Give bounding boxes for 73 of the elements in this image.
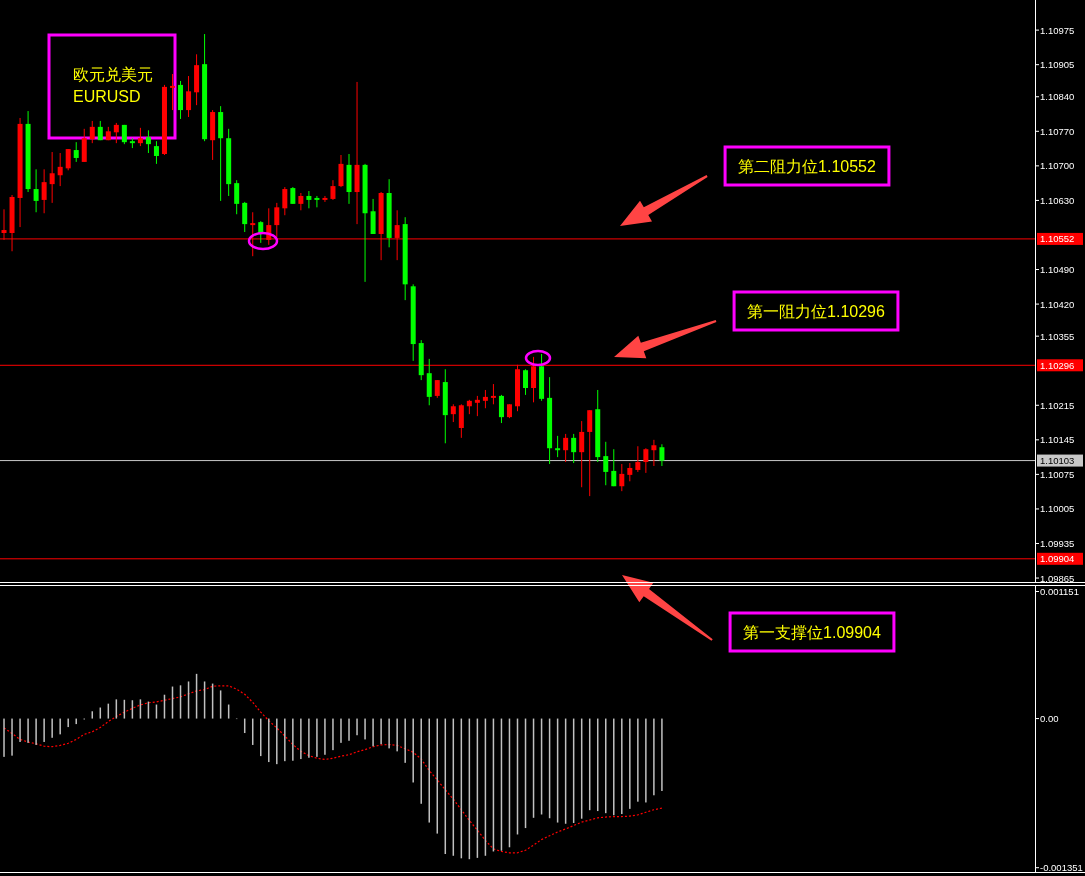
y-tick-label: 1.10700 xyxy=(1040,160,1075,172)
y-tick-label: 1.10005 xyxy=(1040,503,1075,515)
candlestick xyxy=(306,190,312,209)
y-tick-label: 1.10905 xyxy=(1040,59,1075,71)
y-tick-label: 0.00 xyxy=(1040,713,1059,725)
candlestick xyxy=(234,179,240,215)
y-tick-label: 1.10490 xyxy=(1040,264,1075,276)
y-tick-label: 1.10840 xyxy=(1040,91,1075,103)
candlestick xyxy=(322,195,328,203)
y-tick-label: 1.10355 xyxy=(1040,330,1075,342)
candlestick xyxy=(603,441,609,486)
y-tick-label: 1.10145 xyxy=(1040,434,1075,446)
ref-line-label: 1.10552 xyxy=(1040,233,1075,245)
candlestick xyxy=(643,447,649,474)
text: 欧元兑美元 xyxy=(73,66,153,83)
candlestick xyxy=(33,168,39,213)
candlestick xyxy=(611,448,617,487)
ref-line-label: 1.10103 xyxy=(1040,455,1075,467)
candlestick xyxy=(41,168,47,214)
candlestick xyxy=(579,420,585,488)
candlestick xyxy=(113,122,119,144)
candlestick xyxy=(330,179,336,201)
candlestick xyxy=(242,201,248,233)
candlestick xyxy=(482,389,488,409)
candlestick xyxy=(619,463,625,492)
candlestick xyxy=(81,128,87,163)
candlestick xyxy=(65,148,71,171)
candlestick xyxy=(635,445,641,473)
candlestick xyxy=(659,443,665,467)
annotation: 第二阻力位1.10552 xyxy=(738,158,877,175)
candlestick xyxy=(498,394,504,424)
candlestick xyxy=(89,120,95,144)
candlestick xyxy=(298,192,304,211)
text: EURUSD xyxy=(73,88,141,105)
ref-line-label: 1.10296 xyxy=(1040,359,1075,371)
y-tick-label: 1.10770 xyxy=(1040,125,1075,137)
candlestick xyxy=(57,152,63,187)
candlestick xyxy=(73,141,79,163)
candlestick xyxy=(170,73,175,111)
y-tick-label: 1.10075 xyxy=(1040,468,1075,480)
y-tick-label: 1.09865 xyxy=(1040,572,1075,584)
y-tick-label: -0.001351 xyxy=(1040,862,1083,874)
candlestick xyxy=(523,368,529,396)
candlestick xyxy=(137,127,143,147)
y-tick-label: 1.10420 xyxy=(1040,298,1075,310)
annotation: 第一阻力位1.10296 xyxy=(747,303,886,320)
y-tick-label: 1.10215 xyxy=(1040,399,1075,411)
candlestick xyxy=(274,202,280,238)
candlestick xyxy=(338,154,344,188)
y-tick-label: 1.10975 xyxy=(1040,24,1075,36)
candlestick xyxy=(458,403,464,439)
ref-line-label: 1.09904 xyxy=(1040,553,1075,565)
candlestick xyxy=(651,439,657,467)
candlestick xyxy=(555,435,561,458)
candlestick xyxy=(49,151,55,204)
candlestick xyxy=(186,75,192,118)
y-tick-label: 1.10630 xyxy=(1040,194,1075,206)
candlestick xyxy=(474,395,480,417)
candlestick xyxy=(563,433,569,463)
candlestick xyxy=(153,140,159,165)
candlestick xyxy=(145,129,151,154)
y-tick-label: 0.001151 xyxy=(1040,586,1079,598)
line-series xyxy=(3,685,663,854)
candlestick xyxy=(370,198,376,235)
annotation: 第一支撑位1.09904 xyxy=(743,624,882,641)
candlestick xyxy=(426,358,432,406)
candlestick xyxy=(571,433,577,464)
candlestick xyxy=(314,195,320,208)
candlestick xyxy=(282,186,288,216)
candlestick xyxy=(587,409,593,497)
candlestick xyxy=(490,383,496,405)
y-tick-label: 1.09935 xyxy=(1040,538,1075,549)
candlestick xyxy=(627,462,633,482)
